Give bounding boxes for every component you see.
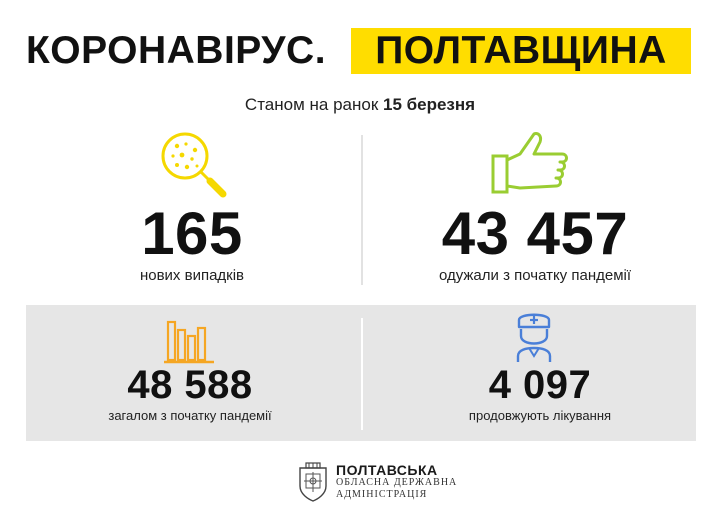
total-label: загалом з початку пандемії [108, 408, 272, 423]
footer-line3: АДМІНІСТРАЦІЯ [336, 489, 428, 500]
total-block: 48 588 загалом з початку пандемії [70, 364, 310, 423]
new-cases-value: 165 [141, 200, 243, 267]
upper-divider [361, 135, 363, 285]
footer-line2: ОБЛАСНА ДЕРЖАВНА [336, 477, 458, 488]
lower-divider [361, 318, 363, 430]
new-cases-label: нових випадків [139, 267, 245, 284]
virus-magnifier-icon [161, 132, 227, 198]
treatment-label: продовжують лікування [468, 408, 612, 423]
footer-org-name: ПОЛТАВСЬКА ОБЛАСНА ДЕРЖАВНА АДМІНІСТРАЦІ… [336, 463, 457, 501]
footer-line1: ПОЛТАВСЬКА [336, 462, 438, 478]
footer: ПОЛТАВСЬКА ОБЛАСНА ДЕРЖАВНА АДМІНІСТРАЦІ… [0, 460, 720, 504]
treatment-value: 4 097 [488, 363, 592, 407]
doctor-icon [516, 313, 552, 362]
new-cases-block: 165 нових випадків [92, 200, 292, 285]
title-left: КОРОНАВІРУС. [26, 29, 327, 72]
header: КОРОНАВІРУС. ПОЛТАВЩИНА [0, 28, 720, 74]
total-value: 48 588 [127, 363, 253, 407]
title-right-highlight: ПОЛТАВЩИНА [351, 28, 691, 74]
recovered-label: одужали з початку пандемії [438, 267, 632, 284]
subtitle: Станом на ранок 15 березня [0, 95, 720, 115]
recovered-value: 43 457 [441, 200, 629, 267]
recovered-block: 43 457 одужали з початку пандемії [400, 200, 670, 285]
poltava-coat-of-arms-icon [299, 462, 327, 502]
bar-chart-icon [164, 320, 214, 364]
thumbs-up-icon [491, 132, 568, 194]
subtitle-date: 15 березня [383, 95, 476, 114]
treatment-block: 4 097 продовжують лікування [420, 364, 660, 423]
subtitle-prefix: Станом на ранок [244, 95, 379, 114]
